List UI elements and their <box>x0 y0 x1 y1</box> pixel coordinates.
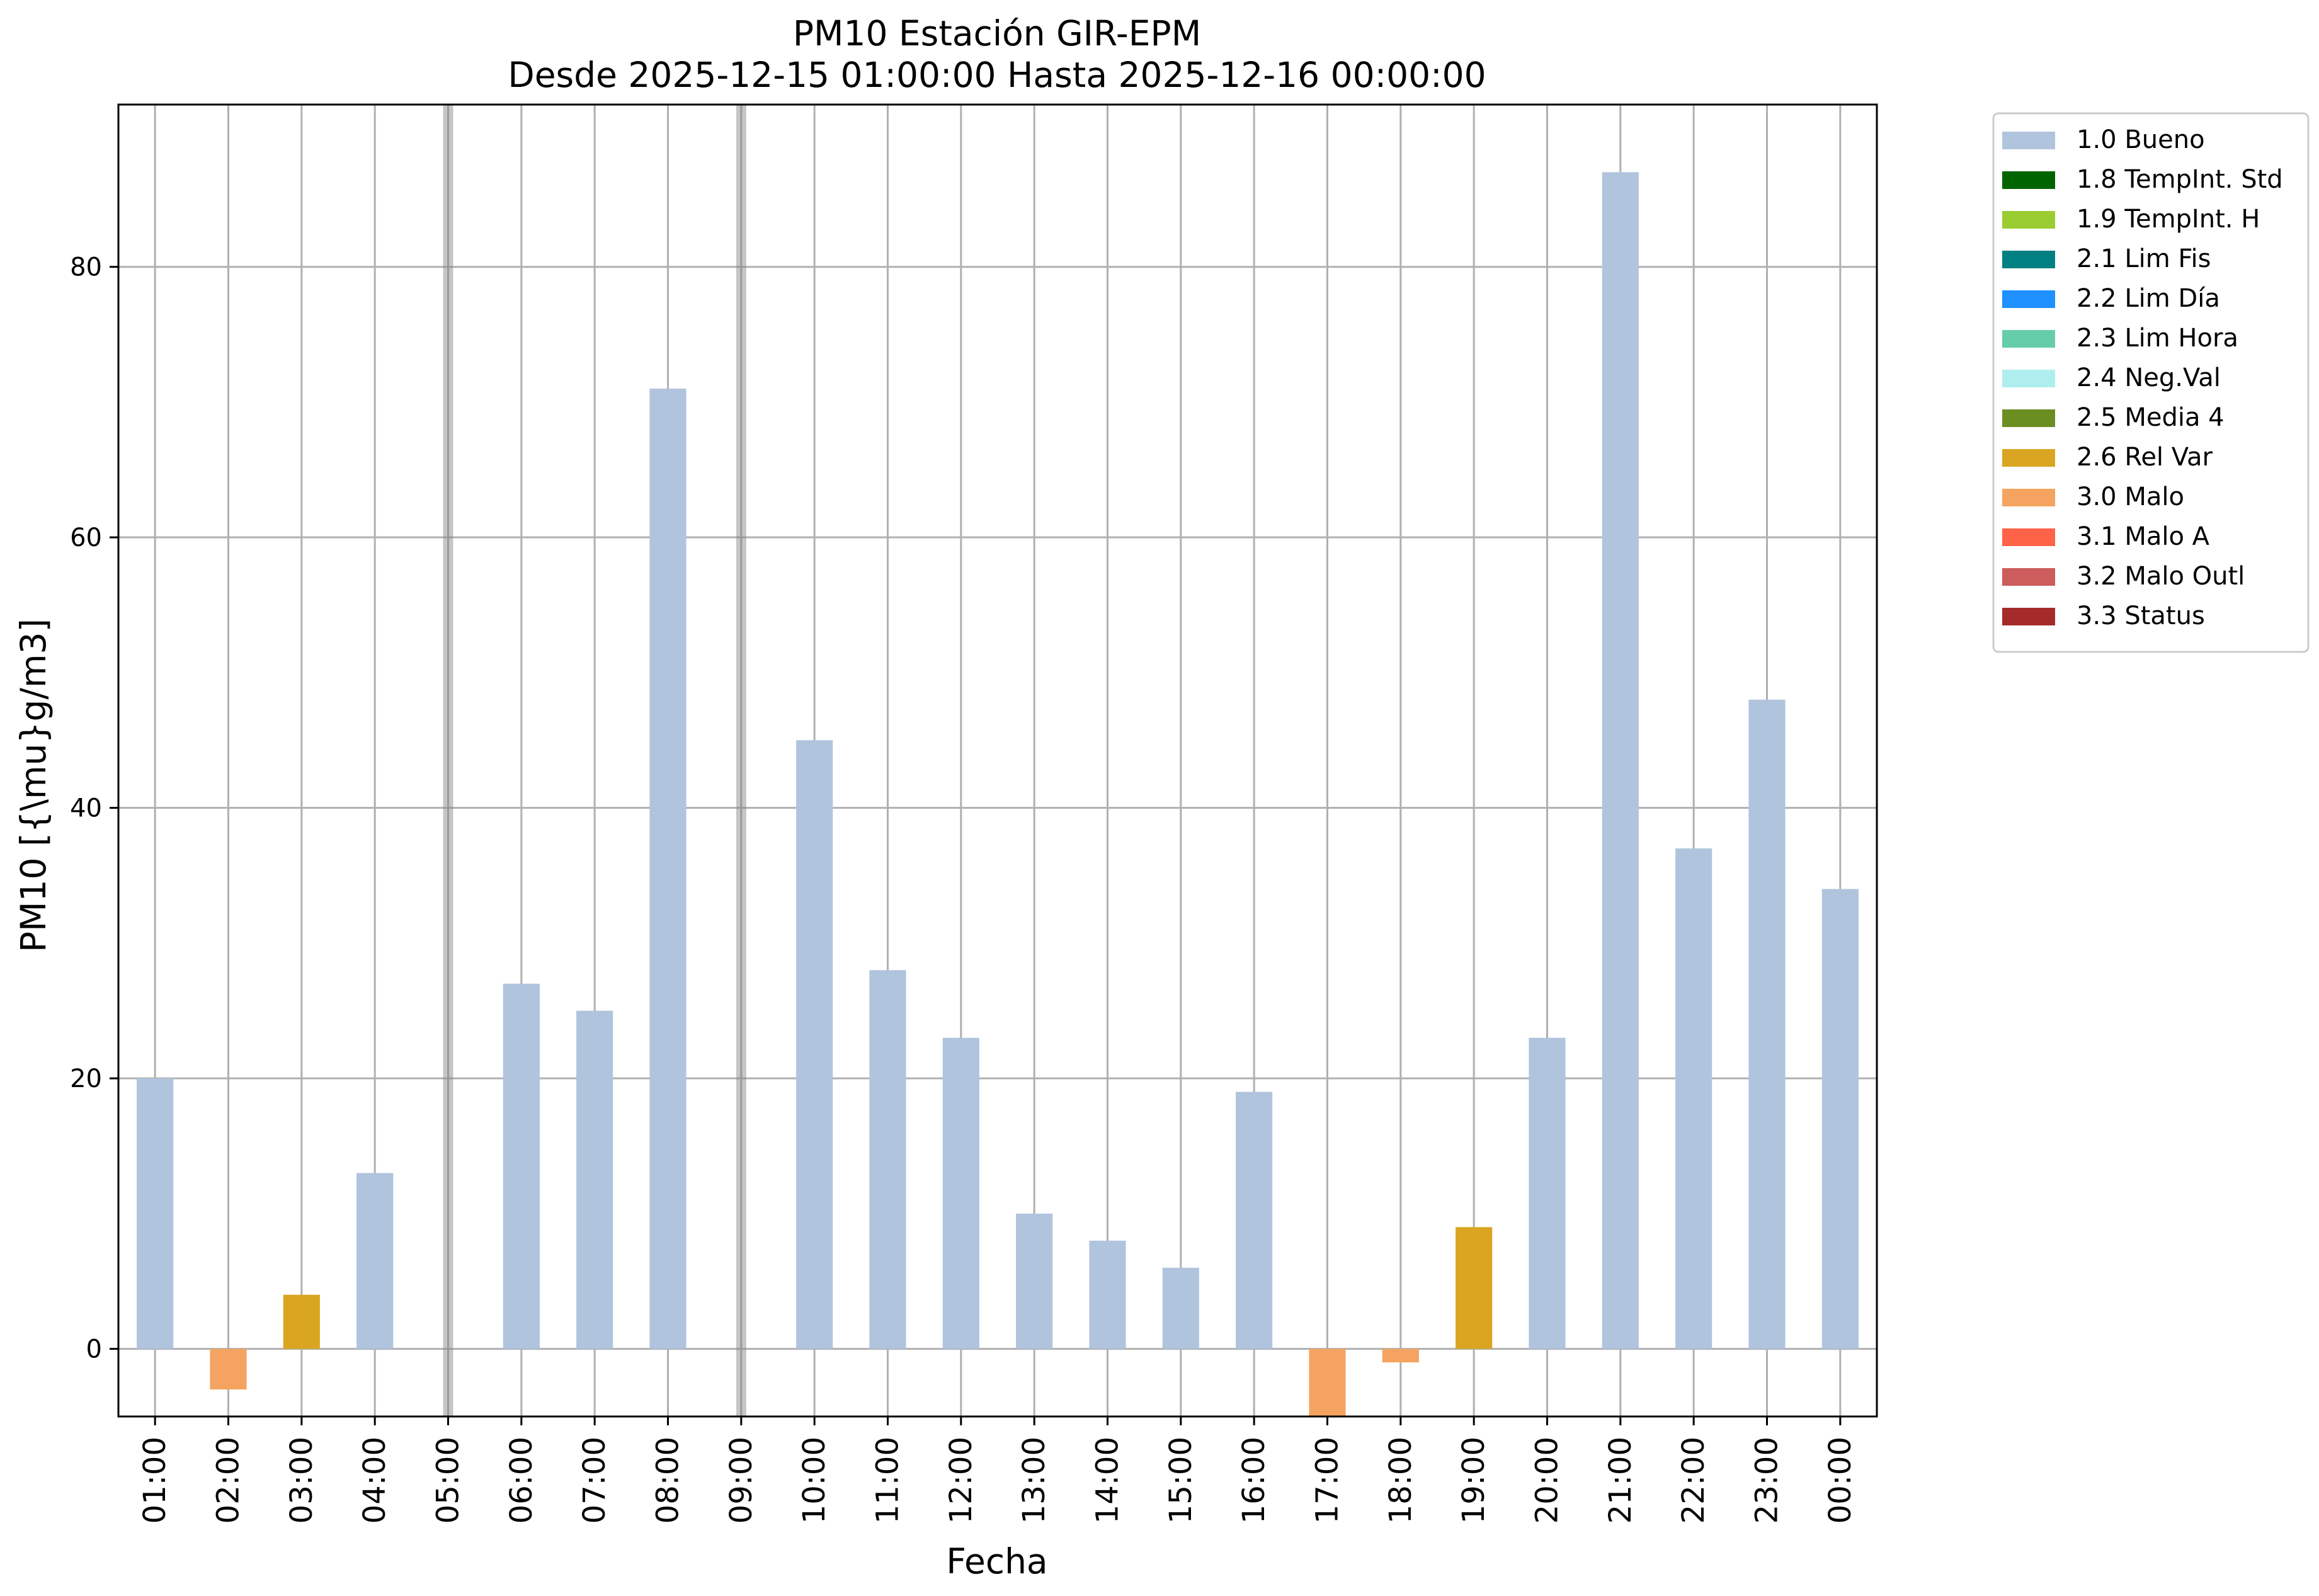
legend-swatch <box>2002 608 2055 625</box>
x-tick-label: 23:00 <box>1750 1437 1785 1524</box>
missing-data-marker <box>443 105 453 1416</box>
legend-label: 1.8 TempInt. Std <box>2077 165 2283 194</box>
x-tick-label: 15:00 <box>1163 1437 1199 1524</box>
legend-swatch <box>2002 409 2055 427</box>
bar-1200 <box>942 1037 979 1349</box>
legend-swatch <box>2002 290 2055 308</box>
legend-label: 2.6 Rel Var <box>2077 443 2213 472</box>
bar-1800 <box>1382 1348 1419 1363</box>
x-tick-label: 12:00 <box>943 1437 979 1524</box>
x-tick-label: 09:00 <box>724 1437 759 1524</box>
legend-label: 3.0 Malo <box>2077 482 2184 511</box>
y-axis: 0 20 40 60 80 <box>70 253 118 1364</box>
x-tick-label: 08:00 <box>651 1437 686 1524</box>
bar-2300 <box>1748 699 1786 1349</box>
x-tick-label: 04:00 <box>357 1437 392 1524</box>
bar-1600 <box>1236 1092 1273 1349</box>
x-tick-label: 14:00 <box>1090 1437 1125 1524</box>
bar-0100 <box>137 1078 174 1349</box>
legend-label: 2.1 Lim Fis <box>2077 244 2211 273</box>
y-axis-label: PM10 [{\mu}g/m3] <box>13 618 54 952</box>
bar-2100 <box>1602 172 1639 1349</box>
x-tick-label: 02:00 <box>211 1437 246 1524</box>
x-axis-label: Fecha <box>946 1541 1047 1582</box>
legend-swatch <box>2002 330 2055 348</box>
bar-2000 <box>1529 1037 1566 1349</box>
bar-1400 <box>1089 1240 1126 1349</box>
legend-swatch <box>2002 370 2055 387</box>
x-tick-label: 19:00 <box>1456 1437 1491 1524</box>
legend: 1.0 Bueno 1.8 TempInt. Std 1.9 TempInt. H 2… <box>1992 112 2310 653</box>
bar-0800 <box>649 388 687 1349</box>
legend-label: 2.2 Lim Día <box>2077 284 2220 313</box>
x-tick-label: 06:00 <box>504 1437 539 1524</box>
x-tick-label: 03:00 <box>284 1437 319 1524</box>
y-tick-label: 40 <box>70 794 102 823</box>
x-tick-label: 10:00 <box>797 1437 832 1524</box>
bar-1000 <box>796 740 833 1349</box>
missing-markers <box>443 105 746 1416</box>
bar-2200 <box>1675 848 1712 1349</box>
bar-1500 <box>1162 1267 1199 1349</box>
legend-swatch <box>2002 449 2055 467</box>
x-tick-label: 18:00 <box>1383 1437 1418 1524</box>
x-tick-label: 21:00 <box>1603 1437 1638 1524</box>
legend-swatch <box>2002 132 2055 149</box>
legend-label: 2.5 Media 4 <box>2077 403 2225 432</box>
bar-0000 <box>1821 889 1859 1349</box>
legend-label: 2.3 Lim Hora <box>2077 324 2238 353</box>
x-tick-label: 20:00 <box>1530 1437 1565 1524</box>
bar-0200 <box>210 1348 247 1390</box>
x-tick-label: 17:00 <box>1310 1437 1345 1524</box>
x-axis: 01:00 02:00 03:00 04:00 05:00 06:00 07:00 08:00… <box>137 1416 1858 1524</box>
missing-data-marker <box>736 105 746 1416</box>
chart-title: PM10 Estación GIR-EPM <box>793 13 1201 54</box>
legend-swatch <box>2002 528 2055 546</box>
y-tick-label: 0 <box>86 1335 102 1364</box>
x-tick-label: 11:00 <box>870 1437 906 1524</box>
y-tick-label: 60 <box>70 523 102 552</box>
x-tick-label: 05:00 <box>431 1437 466 1524</box>
x-tick-label: 00:00 <box>1823 1437 1858 1524</box>
bar-0700 <box>576 1010 613 1349</box>
legend-swatch <box>2002 568 2055 586</box>
axes-frame <box>117 103 1878 1418</box>
legend-label: 3.3 Status <box>2077 601 2205 630</box>
x-tick-label: 07:00 <box>577 1437 612 1524</box>
legend-label: 3.2 Malo Outl <box>2077 562 2245 591</box>
legend-label: 1.0 Bueno <box>2077 125 2205 154</box>
legend-label: 2.4 Neg.Val <box>2077 363 2221 392</box>
x-tick-label: 22:00 <box>1676 1437 1711 1524</box>
bar-1900 <box>1456 1227 1493 1349</box>
bar-1100 <box>869 970 906 1349</box>
y-tick-label: 80 <box>70 253 102 282</box>
plot-frame <box>117 103 1878 1418</box>
bar-1300 <box>1016 1213 1053 1349</box>
legend-swatch <box>2002 171 2055 189</box>
y-tick-label: 20 <box>70 1064 102 1093</box>
legend-label: 3.1 Malo A <box>2077 522 2210 551</box>
bar-0600 <box>503 983 540 1349</box>
bars <box>137 172 1859 1416</box>
legend-swatch <box>2002 251 2055 268</box>
x-tick-label: 16:00 <box>1236 1437 1272 1524</box>
legend-label: 1.9 TempInt. H <box>2077 205 2260 234</box>
bar-0400 <box>356 1173 394 1349</box>
legend-swatch <box>2002 211 2055 229</box>
chart-subtitle: Desde 2025-12-15 01:00:00 Hasta 2025-12-… <box>508 55 1486 95</box>
x-tick-label: 01:00 <box>137 1437 173 1524</box>
bar-0300 <box>283 1294 320 1349</box>
legend-swatch <box>2002 489 2055 506</box>
x-tick-label: 13:00 <box>1017 1437 1052 1524</box>
bar-1700 <box>1309 1348 1346 1416</box>
legend-box <box>1992 112 2310 653</box>
